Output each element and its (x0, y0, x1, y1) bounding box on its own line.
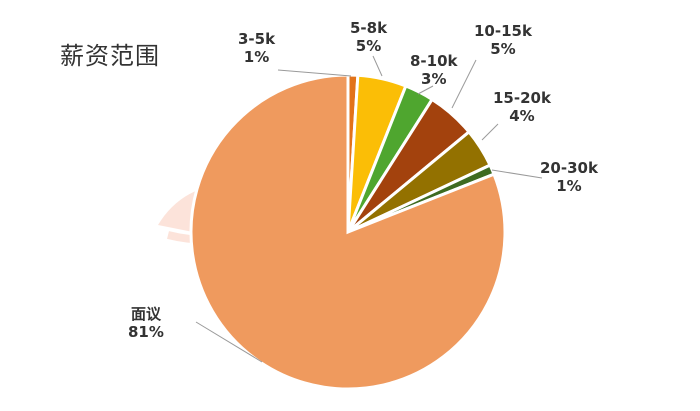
label-negotiable: 面议 81% (128, 305, 164, 341)
label-10-15k: 10-15k 5% (474, 22, 532, 58)
leader-line-10-15k (451, 59, 477, 109)
pie-slice-negotiable (189, 73, 507, 391)
leader-line-3-5k (277, 69, 352, 77)
label-15-20k-pct: 4% (509, 107, 535, 125)
leader-line-8-10k (417, 85, 434, 95)
label-15-20k: 15-20k 4% (493, 89, 551, 125)
label-8-10k-name: 8-10k (410, 52, 458, 70)
label-10-15k-name: 10-15k (474, 22, 532, 40)
leader-line-negotiable (195, 321, 263, 363)
label-5-8k: 5-8k 5% (350, 19, 387, 55)
label-5-8k-name: 5-8k (350, 19, 388, 37)
label-8-10k: 8-10k 3% (410, 52, 458, 88)
label-8-10k-pct: 3% (421, 70, 447, 88)
label-negotiable-name: 面议 (130, 305, 161, 323)
leader-line-20-30k (491, 169, 543, 179)
leader-line-5-8k (372, 55, 383, 77)
label-20-30k-pct: 1% (556, 177, 582, 195)
chart-title: 薪资范围 (60, 42, 160, 70)
label-10-15k-pct: 5% (490, 40, 516, 58)
label-20-30k: 20-30k 1% (540, 159, 598, 195)
label-5-8k-pct: 5% (355, 37, 382, 55)
label-3-5k: 3-5k 1% (238, 30, 275, 66)
label-20-30k-name: 20-30k (540, 159, 598, 177)
label-15-20k-name: 15-20k (493, 89, 551, 107)
label-3-5k-pct: 1% (243, 48, 270, 66)
label-3-5k-name: 3-5k (238, 30, 276, 48)
leader-line-15-20k (481, 123, 499, 141)
label-negotiable-pct: 81% (128, 323, 164, 341)
